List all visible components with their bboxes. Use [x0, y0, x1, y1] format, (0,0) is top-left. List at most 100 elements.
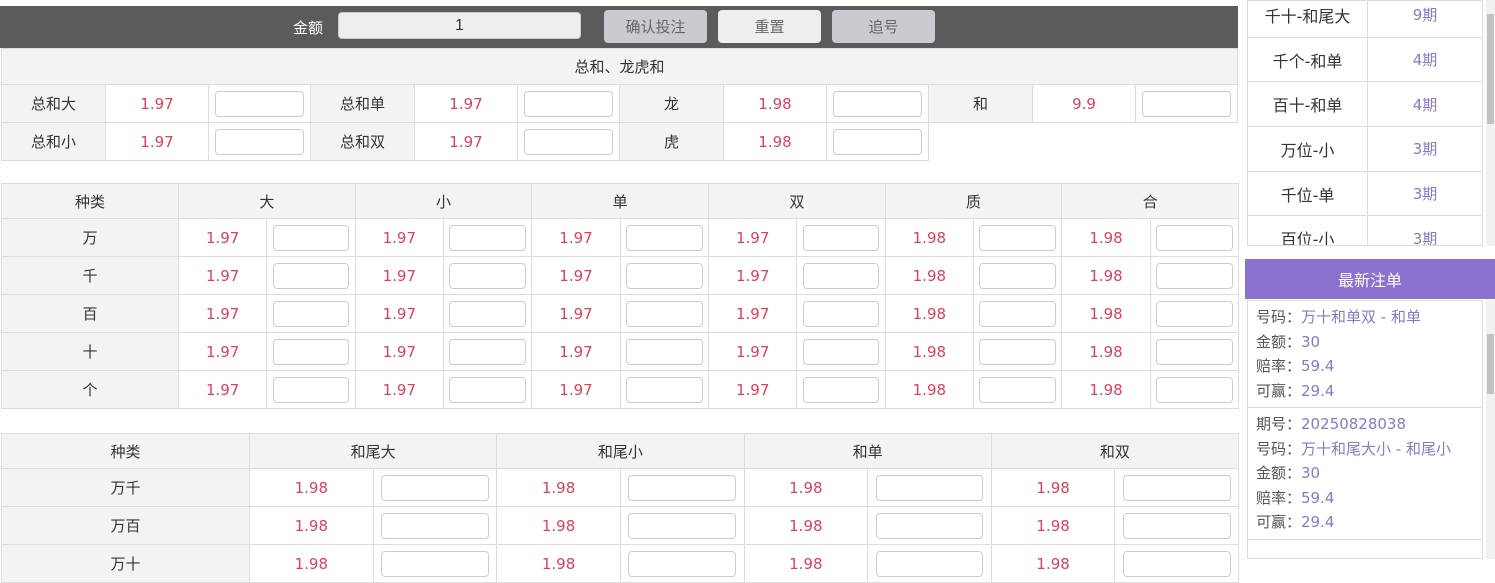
field-value: 29.4 [1301, 513, 1335, 531]
bet-amount-input[interactable] [449, 300, 527, 327]
chase-number-button[interactable]: 追号 [832, 10, 935, 43]
bet-amount-input[interactable] [272, 300, 350, 327]
bet-amount-input[interactable] [1155, 300, 1233, 327]
bet-amount-input[interactable] [979, 262, 1057, 289]
bet-amount-input[interactable] [380, 474, 489, 501]
trend-name: 百位-小 [1248, 216, 1368, 245]
bet-amount-input[interactable] [449, 262, 527, 289]
bet-input-cell [208, 84, 311, 123]
trend-row: 百位-小 3期 [1248, 216, 1482, 245]
bet-amount-input[interactable] [272, 376, 350, 403]
bet-amount-input[interactable] [215, 128, 304, 155]
table-row: 百 1.97 1.97 1.97 1.97 1.98 1.98 [1, 294, 1240, 333]
bet-amount-input[interactable] [628, 474, 737, 501]
bet-amount-input[interactable] [625, 224, 703, 251]
trend-count: 4期 [1412, 51, 1438, 70]
odds-value: 1.97 [708, 370, 798, 409]
bet-amount-input[interactable] [380, 512, 489, 539]
bet-amount-input[interactable] [628, 550, 737, 577]
trend-row: 千位-单 3期 [1248, 171, 1482, 217]
bet-amount-input[interactable] [1155, 262, 1233, 289]
trend-scrollbar[interactable] [1486, 0, 1495, 246]
odds-value: 1.98 [990, 506, 1116, 545]
trend-row: 万位-小 3期 [1248, 127, 1482, 172]
bet-amount-input[interactable] [625, 338, 703, 365]
bet-input-cell [796, 256, 886, 295]
bet-amount-input[interactable] [625, 300, 703, 327]
field-value: 59.4 [1301, 357, 1335, 375]
bet-amount-input[interactable] [1122, 474, 1231, 501]
bet-input-cell [372, 544, 498, 583]
bet-amount-input[interactable] [215, 90, 304, 117]
bets-scrollbar[interactable] [1486, 300, 1495, 559]
bet-amount-input[interactable] [272, 262, 350, 289]
bet-amount-input[interactable] [449, 338, 527, 365]
trend-row: 百十-和单 4期 [1248, 82, 1482, 128]
bet-amount-input[interactable] [1122, 550, 1231, 577]
odds-value: 1.97 [177, 332, 268, 371]
row-type: 万百 [1, 506, 250, 545]
bet-input-cell [796, 332, 886, 371]
column-header: 质 [884, 183, 1063, 219]
bet-amount-input[interactable] [802, 262, 880, 289]
bet-amount-input[interactable] [625, 262, 703, 289]
bet-amount-input[interactable] [449, 224, 527, 251]
table-row: 十 1.97 1.97 1.97 1.97 1.98 1.98 [1, 332, 1240, 371]
header-row: 种类 和尾大 和尾小 和单 和双 [1, 433, 1240, 469]
field-value: 30 [1301, 332, 1321, 351]
latest-bets-header[interactable]: 最新注单 [1245, 259, 1495, 299]
bet-amount-input[interactable] [1155, 224, 1233, 251]
bet-amount-input[interactable] [272, 338, 350, 365]
odds-value: 1.97 [177, 294, 268, 333]
bet-amount-input[interactable] [875, 512, 984, 539]
bet-input-cell [1149, 332, 1240, 371]
right-panel: 千十-和尾大 9期 千个-和单 4期 百十-和单 4期 万位-小 3期 千位-单 3期 百位-小 3期… [1245, 0, 1495, 559]
bet-amount-input[interactable] [1122, 512, 1231, 539]
bet-amount-input[interactable] [1155, 376, 1233, 403]
amount-input[interactable] [338, 12, 581, 39]
bet-toolbar: 金额 确认投注 重置 追号 [0, 6, 1238, 48]
trend-name: 万位-小 [1248, 127, 1368, 171]
latest-bets-list: 号码：万十和单双 - 和单 金额：30 赔率：59.4 可赢：29.4 期号：20250… [1247, 300, 1483, 559]
odds-value: 1.97 [354, 218, 445, 257]
bet-amount-input[interactable] [875, 550, 984, 577]
reset-button[interactable]: 重置 [718, 10, 821, 43]
bet-amount-input[interactable] [979, 300, 1057, 327]
bet-amount-input[interactable] [802, 338, 880, 365]
odds-value: 9.9 [1032, 84, 1136, 123]
bet-amount-input[interactable] [449, 376, 527, 403]
trend-row: 千十-和尾大 9期 [1248, 1, 1482, 38]
bet-amount-input[interactable] [380, 550, 489, 577]
bet-field: 期号：20250828038 [1256, 412, 1474, 437]
bet-amount-input[interactable] [833, 128, 922, 155]
bet-record: 期号：20250828038 号码：万十和尾大小 - 和尾小 金额：30 赔率：59.… [1248, 408, 1482, 540]
field-label: 赔率： [1256, 488, 1302, 507]
row-type: 万千 [1, 468, 250, 507]
bet-amount-input[interactable] [875, 474, 984, 501]
field-value: 万十和尾大小 - 和尾小 [1301, 439, 1451, 458]
amount-label: 金额 [293, 19, 324, 37]
table-row: 个 1.97 1.97 1.97 1.97 1.98 1.98 [1, 370, 1240, 409]
bet-amount-input[interactable] [628, 512, 737, 539]
bet-amount-input[interactable] [625, 376, 703, 403]
bet-amount-input[interactable] [802, 224, 880, 251]
bet-amount-input[interactable] [833, 90, 922, 117]
bet-amount-input[interactable] [272, 224, 350, 251]
bet-name: 总和大 [1, 84, 106, 123]
confirm-bet-button[interactable]: 确认投注 [604, 10, 707, 43]
bet-amount-input[interactable] [802, 300, 880, 327]
bet-amount-input[interactable] [979, 338, 1057, 365]
bet-name: 总和小 [1, 122, 106, 161]
bet-amount-input[interactable] [802, 376, 880, 403]
odds-value: 1.97 [708, 256, 798, 295]
bet-amount-input[interactable] [524, 128, 613, 155]
bet-amount-input[interactable] [1142, 90, 1231, 117]
column-header: 种类 [1, 183, 179, 219]
bet-input-cell [796, 218, 886, 257]
bet-amount-input[interactable] [1155, 338, 1233, 365]
field-label: 可赢： [1256, 381, 1302, 400]
bet-amount-input[interactable] [979, 376, 1057, 403]
bet-amount-input[interactable] [979, 224, 1057, 251]
bet-amount-input[interactable] [524, 90, 613, 117]
field-value: 20250828038 [1301, 415, 1406, 433]
